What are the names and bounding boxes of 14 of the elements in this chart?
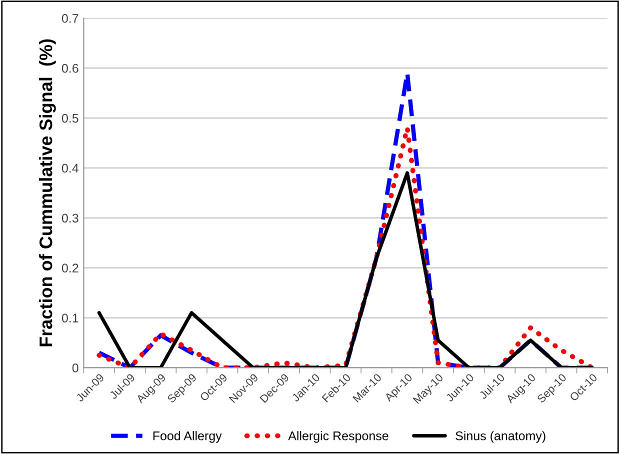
y-tick-label: 0 [72, 364, 78, 372]
y-tick-label: 0.5 [62, 114, 78, 123]
legend-label: Sinus (anatomy) [456, 431, 546, 443]
y-tick-label: 0.3 [62, 214, 78, 223]
line-series [96, 126, 595, 368]
y-tick-label: 0.6 [62, 64, 78, 73]
y-axis-title: Fraction of Cummulative Signal (%) [39, 39, 56, 346]
legend-label: Food Allergy [153, 431, 222, 443]
y-tick-label: 0.4 [62, 164, 78, 173]
y-tick-label: 0.1 [62, 314, 78, 322]
y-tick-label: 0.2 [62, 264, 78, 273]
legend-label: Allergic Response [288, 431, 388, 443]
line-series [97, 171, 594, 368]
y-tick-label: 0.7 [62, 14, 78, 23]
